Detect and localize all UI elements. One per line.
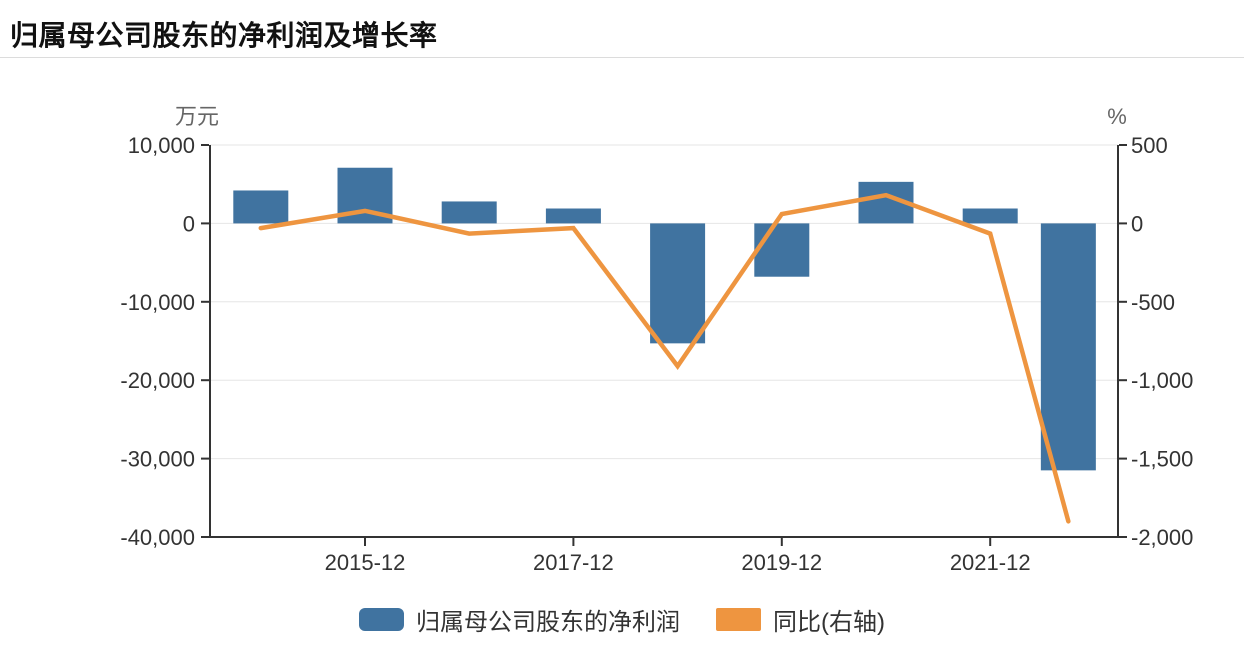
bar-2017-12[interactable] [545, 208, 601, 224]
x-tick-label: 2019-12 [741, 550, 822, 575]
yoy-legend-label: 同比(右轴) [773, 609, 885, 636]
x-tick-label: 2021-12 [950, 550, 1031, 575]
x-tick-label: 2015-12 [325, 550, 406, 575]
x-tick-label: 2017-12 [533, 550, 614, 575]
title-divider [0, 57, 1244, 58]
legend-item-net-profit[interactable]: 归属母公司股东的净利润 [359, 602, 680, 637]
left-tick-label: -10,000 [120, 290, 195, 315]
page-title: 归属母公司股东的净利润及增长率 [10, 21, 438, 52]
left-tick-label: 10,000 [128, 133, 195, 158]
left-tick-label: 0 [183, 211, 195, 236]
bar-2021-12[interactable] [962, 208, 1018, 224]
right-axis-unit: % [1107, 104, 1127, 129]
legend-item-yoy[interactable]: 同比(右轴) [716, 602, 885, 637]
yoy-swatch [716, 608, 761, 631]
left-tick-label: -20,000 [120, 368, 195, 393]
net-profit-swatch [359, 608, 404, 631]
growth-line[interactable] [258, 192, 1071, 524]
right-tick-label: -2,000 [1131, 525, 1193, 550]
left-tick-label: -30,000 [120, 447, 195, 472]
left-axis-unit: 万元 [175, 104, 219, 129]
bar-2018-12[interactable] [650, 223, 706, 344]
right-tick-label: -1,000 [1131, 368, 1193, 393]
right-tick-label: -1,500 [1131, 447, 1193, 472]
right-tick-label: 500 [1131, 133, 1168, 158]
bar-2016-12[interactable] [441, 201, 497, 224]
right-tick-label: -500 [1131, 290, 1175, 315]
net-profit-legend-label: 归属母公司股东的净利润 [416, 609, 680, 636]
legend: 归属母公司股东的净利润 同比(右轴) [0, 602, 1244, 637]
bar-2022-09[interactable] [1040, 223, 1096, 471]
bar-2019-12[interactable] [754, 223, 810, 277]
bar-2014-12[interactable] [233, 190, 289, 224]
left-tick-label: -40,000 [120, 525, 195, 550]
right-tick-label: 0 [1131, 211, 1143, 236]
